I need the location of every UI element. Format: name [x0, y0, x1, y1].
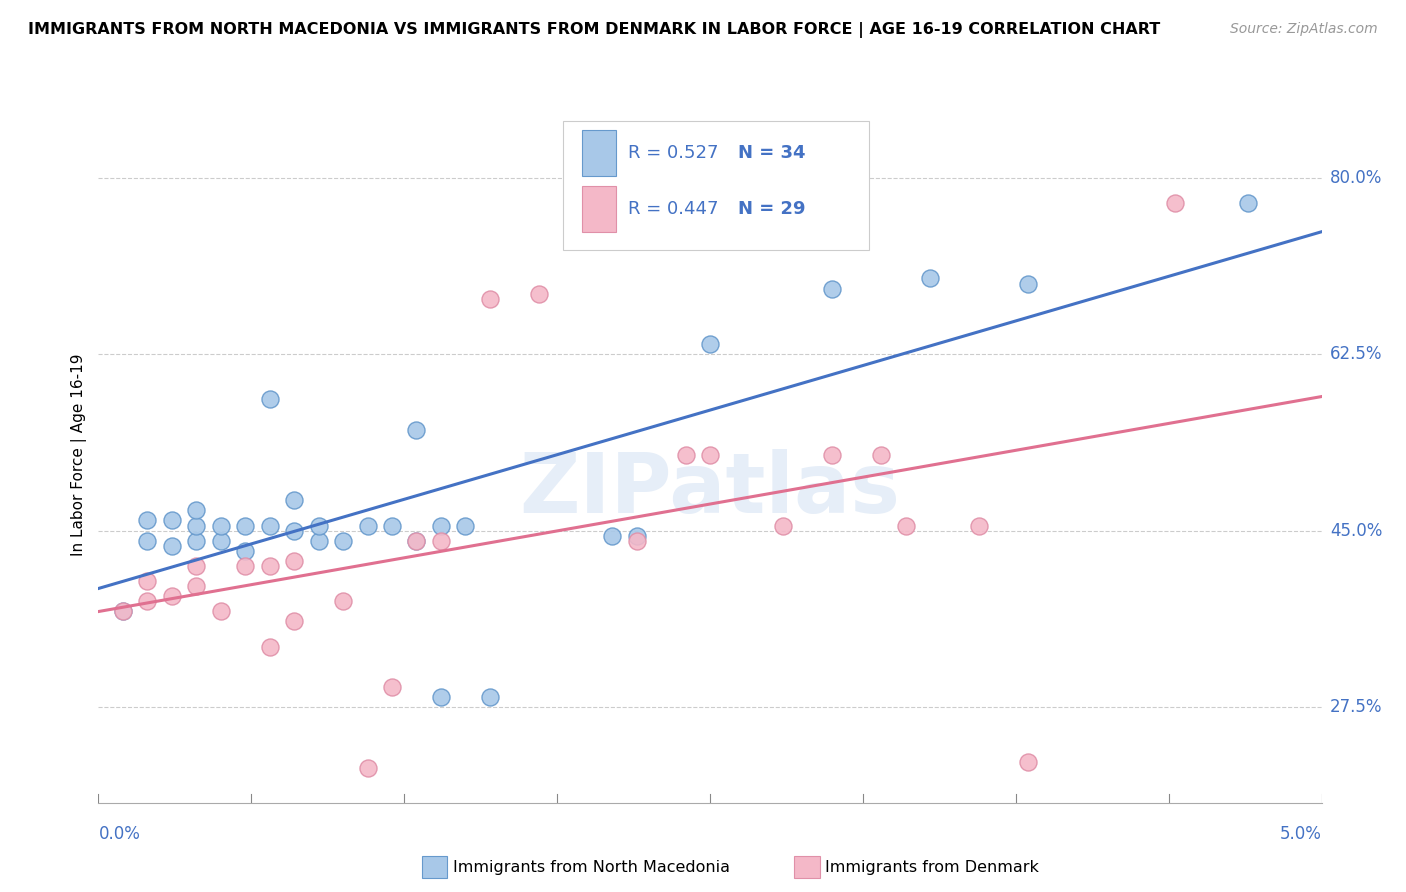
- Point: [209, 604, 232, 618]
- Point: [332, 533, 354, 548]
- Point: [186, 558, 208, 573]
- Point: [626, 528, 648, 542]
- Point: [967, 518, 990, 533]
- Text: Immigrants from Denmark: Immigrants from Denmark: [825, 860, 1039, 874]
- Point: [1017, 756, 1039, 770]
- Point: [111, 604, 134, 618]
- Point: [1017, 277, 1039, 291]
- Point: [626, 533, 648, 548]
- Point: [675, 448, 697, 462]
- Text: ZIPatlas: ZIPatlas: [520, 450, 900, 530]
- Point: [478, 292, 501, 306]
- Text: 0.0%: 0.0%: [98, 825, 141, 843]
- Text: 80.0%: 80.0%: [1330, 169, 1382, 186]
- Point: [1237, 195, 1260, 210]
- Point: [136, 533, 159, 548]
- Point: [259, 558, 281, 573]
- Point: [356, 760, 378, 774]
- FancyBboxPatch shape: [564, 121, 869, 250]
- Point: [186, 518, 208, 533]
- Point: [233, 558, 256, 573]
- Point: [283, 615, 305, 629]
- Point: [821, 281, 844, 295]
- Point: [308, 518, 330, 533]
- Point: [186, 533, 208, 548]
- Y-axis label: In Labor Force | Age 16-19: In Labor Force | Age 16-19: [72, 353, 87, 557]
- Point: [772, 518, 794, 533]
- Point: [160, 539, 183, 553]
- Point: [430, 518, 453, 533]
- Point: [527, 286, 550, 301]
- Bar: [582, 186, 616, 232]
- Point: [186, 503, 208, 517]
- Point: [283, 554, 305, 568]
- Point: [136, 574, 159, 588]
- Point: [894, 518, 917, 533]
- Point: [283, 493, 305, 508]
- Text: R = 0.527: R = 0.527: [628, 144, 718, 162]
- Text: Source: ZipAtlas.com: Source: ZipAtlas.com: [1230, 22, 1378, 37]
- Point: [136, 594, 159, 608]
- Point: [209, 533, 232, 548]
- Point: [356, 518, 378, 533]
- Point: [405, 533, 427, 548]
- Point: [233, 543, 256, 558]
- Point: [381, 518, 404, 533]
- Text: 45.0%: 45.0%: [1330, 522, 1382, 540]
- Point: [600, 528, 623, 542]
- Point: [699, 448, 721, 462]
- Point: [1164, 195, 1187, 210]
- Point: [308, 533, 330, 548]
- Text: 5.0%: 5.0%: [1279, 825, 1322, 843]
- Text: 62.5%: 62.5%: [1330, 345, 1382, 363]
- Point: [136, 513, 159, 527]
- Point: [259, 640, 281, 654]
- Point: [283, 524, 305, 538]
- Text: N = 29: N = 29: [738, 200, 806, 218]
- Point: [405, 533, 427, 548]
- Point: [699, 337, 721, 351]
- Point: [160, 589, 183, 603]
- Text: Immigrants from North Macedonia: Immigrants from North Macedonia: [453, 860, 730, 874]
- Text: R = 0.447: R = 0.447: [628, 200, 718, 218]
- Point: [233, 518, 256, 533]
- Point: [381, 680, 404, 694]
- Point: [478, 690, 501, 704]
- Text: IMMIGRANTS FROM NORTH MACEDONIA VS IMMIGRANTS FROM DENMARK IN LABOR FORCE | AGE : IMMIGRANTS FROM NORTH MACEDONIA VS IMMIG…: [28, 22, 1160, 38]
- Point: [209, 518, 232, 533]
- Point: [111, 604, 134, 618]
- Point: [430, 690, 453, 704]
- Point: [186, 579, 208, 593]
- Point: [870, 448, 893, 462]
- Point: [920, 271, 942, 285]
- Point: [160, 513, 183, 527]
- Point: [332, 594, 354, 608]
- Text: N = 34: N = 34: [738, 144, 806, 162]
- Point: [259, 518, 281, 533]
- Point: [259, 392, 281, 407]
- Point: [821, 448, 844, 462]
- Text: 27.5%: 27.5%: [1330, 698, 1382, 716]
- Point: [430, 533, 453, 548]
- Point: [454, 518, 477, 533]
- Bar: [582, 130, 616, 176]
- Point: [405, 423, 427, 437]
